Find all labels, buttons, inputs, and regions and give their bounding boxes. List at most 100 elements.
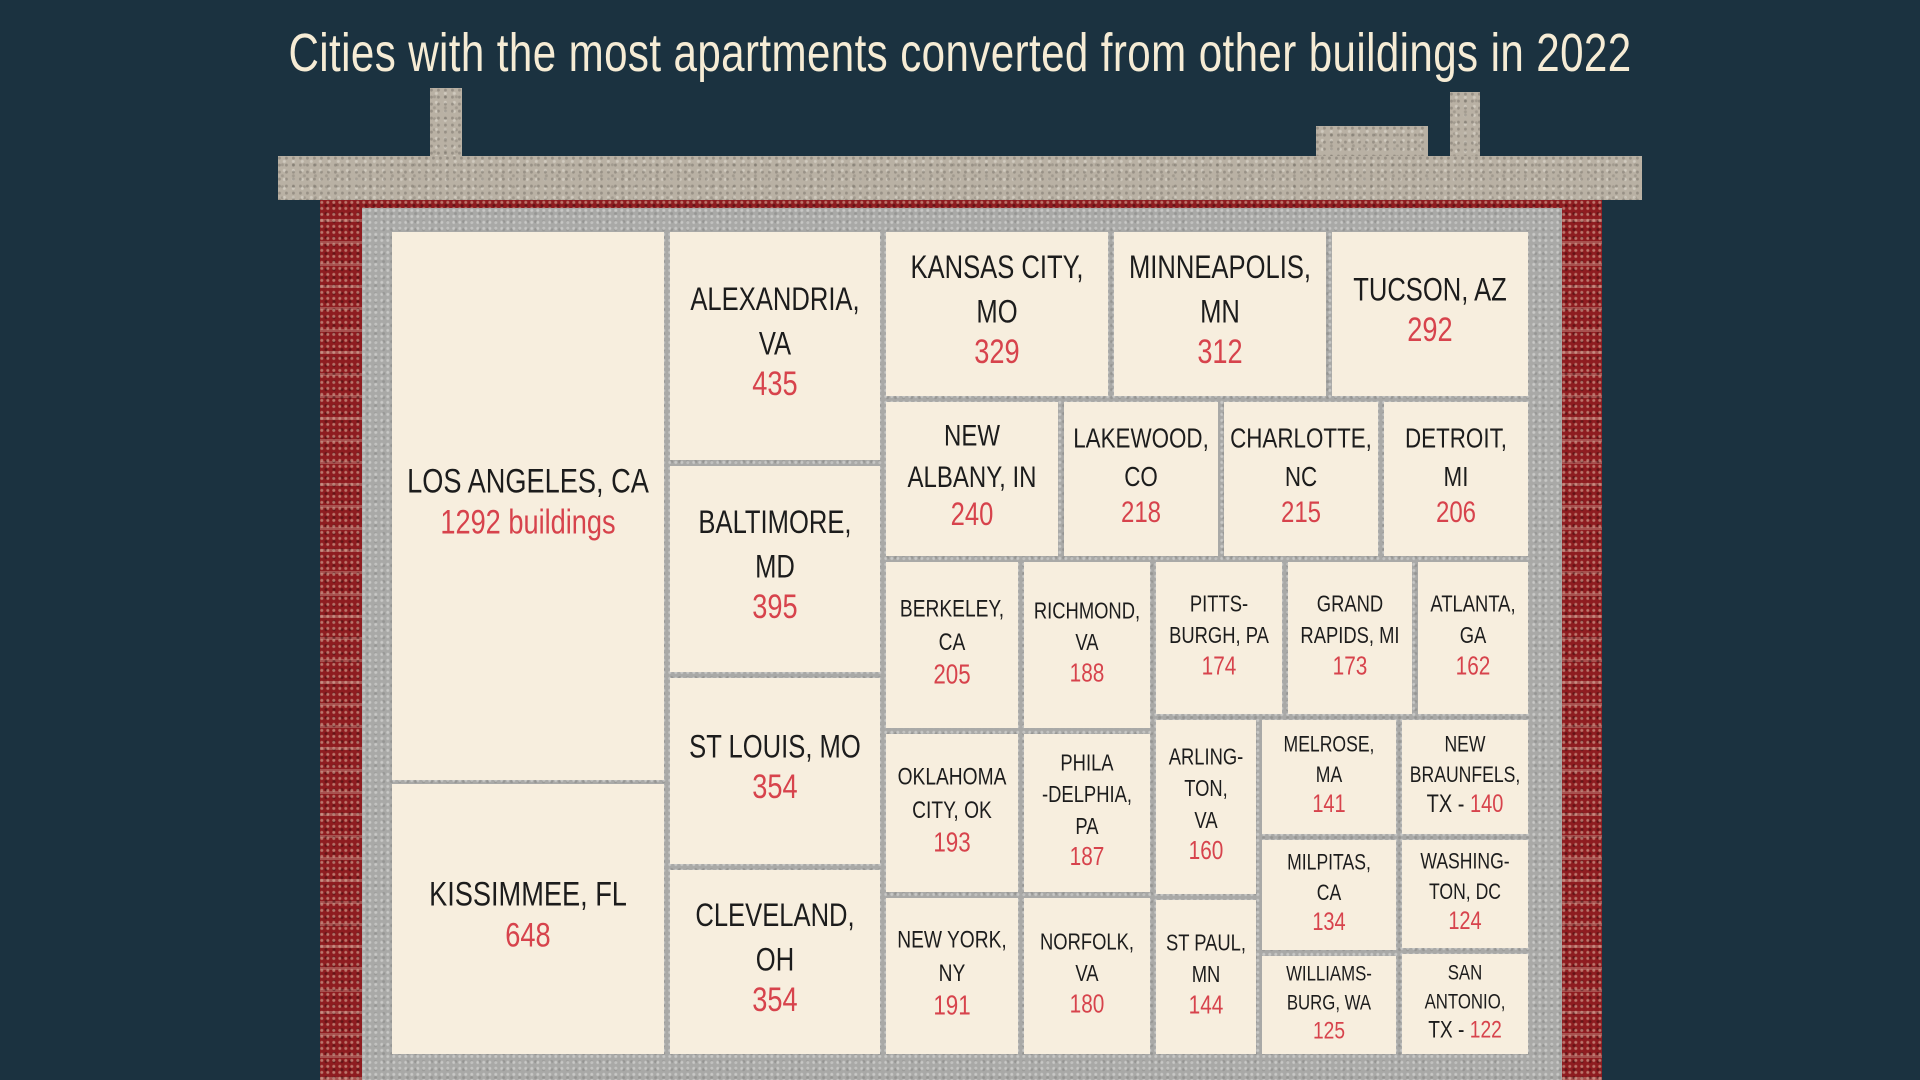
- treemap-rect: [886, 562, 1018, 728]
- cell-value-number: 180: [1070, 989, 1105, 1018]
- cell-label-line: CITY, OK: [912, 796, 992, 824]
- cell-value: 187: [1070, 842, 1105, 871]
- treemap-rect: [1024, 898, 1150, 1054]
- cell-value: 134: [1312, 908, 1345, 936]
- treemap-rect: [670, 678, 880, 864]
- cell-label-line: MD: [755, 550, 795, 585]
- cell-value-number: 134: [1312, 908, 1345, 936]
- cell-value-number: 215: [1281, 495, 1321, 529]
- treemap-rect: [1224, 402, 1378, 556]
- treemap-cell-berkeley-ca: BERKELEY, CA 205: [886, 562, 1018, 728]
- cell-label-line: BRAUNFELS,: [1410, 763, 1520, 787]
- cell-label-line: PHILA: [1060, 751, 1113, 776]
- cell-value-number: 140: [1470, 790, 1503, 818]
- treemap-cell-arlington-va: ARLING- TON, VA 160: [1156, 720, 1256, 894]
- cell-value-number: 354: [752, 767, 797, 806]
- treemap-cell-pittsburgh-pa: PITTS- BURGH, PA 174: [1156, 562, 1282, 714]
- cell-label-line: NY: [939, 959, 966, 987]
- treemap-rect: [1156, 562, 1282, 714]
- cell-label-line: OH: [756, 943, 794, 978]
- cell-value: 354: [752, 980, 797, 1019]
- cell-value: 191: [933, 990, 970, 1021]
- cell-label-line: WASHING-: [1420, 850, 1509, 874]
- cell-value: 124: [1448, 907, 1481, 935]
- cell-value-number: 125: [1313, 1016, 1345, 1044]
- cell-label-line: ST PAUL,: [1166, 930, 1246, 955]
- treemap-cell-norfolk-va: NORFOLK, VA 180: [1024, 898, 1150, 1054]
- cell-value-number: 174: [1202, 651, 1237, 680]
- cell-label-line: MN: [1192, 962, 1221, 987]
- cell-label-line: VA: [1075, 630, 1098, 655]
- chimney-right: [1450, 92, 1480, 164]
- cell-label-line: LOS ANGELES, CA: [407, 462, 649, 501]
- cell-label-line: MO: [976, 295, 1017, 330]
- cell-label-line: TUCSON, AZ: [1353, 273, 1507, 308]
- cell-value: 144: [1189, 990, 1224, 1019]
- cell-label-line: BURG, WA: [1287, 992, 1372, 1015]
- cell-value-number: 312: [1197, 332, 1242, 371]
- cell-label-line: DETROIT,: [1405, 423, 1507, 454]
- cell-label-line: MI: [1444, 462, 1469, 493]
- cell-value: 1292 buildings: [440, 503, 615, 542]
- cell-value: 205: [933, 659, 970, 690]
- cell-value-number: 218: [1121, 495, 1161, 529]
- cell-value-number: 1292 buildings: [440, 503, 615, 542]
- cell-value: 125: [1313, 1016, 1345, 1044]
- cell-label-line: NORFOLK,: [1040, 929, 1134, 954]
- cell-label-line: ALEXANDRIA,: [690, 283, 859, 318]
- cell-value: 292: [1407, 310, 1452, 349]
- treemap-rect: [1024, 734, 1150, 892]
- treemap-rect: [1262, 720, 1396, 834]
- cell-value: 160: [1189, 836, 1224, 865]
- cell-label-line: WILLIAMS-: [1286, 963, 1372, 986]
- cell-value-number: 648: [505, 916, 550, 955]
- treemap-rect: [1262, 840, 1396, 950]
- treemap-cell-melrose-ma: MELROSE, MA 141: [1262, 720, 1396, 834]
- cell-value: 188: [1070, 658, 1105, 687]
- cell-value-number: 144: [1189, 990, 1224, 1019]
- cell-value: 312: [1197, 332, 1242, 371]
- treemap-rect: [886, 232, 1108, 396]
- cell-label-line: -DELPHIA,: [1042, 782, 1132, 807]
- cell-label-line: CA: [939, 628, 966, 656]
- cell-label-line: MN: [1200, 295, 1240, 330]
- cell-label-line: KANSAS CITY,: [910, 251, 1083, 286]
- cell-value: 141: [1312, 790, 1345, 818]
- treemap-rect: [1402, 720, 1528, 834]
- treemap-cell-atlanta-ga: ATLANTA, GA 162: [1418, 562, 1528, 714]
- cell-label-line: PITTS-: [1190, 591, 1248, 616]
- roof-ledge: [278, 156, 1642, 200]
- treemap-cell-grand-rapids-mi: GRAND RAPIDS, MI 173: [1288, 562, 1412, 714]
- cell-label-line: CLEVELAND,: [695, 899, 854, 934]
- cell-value: 193: [933, 827, 970, 858]
- cell-label-line: MINNEAPOLIS,: [1129, 251, 1311, 286]
- treemap-rect: [1332, 232, 1528, 396]
- treemap-cell-new-braunfels-tx: NEW BRAUNFELS, TX - 140: [1402, 720, 1528, 834]
- cell-label-line: NC: [1285, 462, 1317, 493]
- cell-value: 648: [505, 916, 550, 955]
- cell-label-line: BERKELEY,: [900, 595, 1004, 623]
- treemap-rect: [1384, 402, 1528, 556]
- cell-value: 162: [1456, 651, 1491, 680]
- cell-label-line: RICHMOND,: [1034, 598, 1140, 623]
- treemap-rect: [392, 784, 664, 1054]
- cell-label-line: VA: [759, 327, 792, 362]
- cell-value-number: 124: [1448, 907, 1481, 935]
- cell-label-line: KISSIMMEE, FL: [429, 875, 627, 914]
- cell-value-number: 160: [1189, 836, 1224, 865]
- cell-label-line: ALBANY, IN: [908, 459, 1037, 493]
- cell-value: 206: [1436, 495, 1476, 529]
- treemap-rect: [886, 898, 1018, 1054]
- cell-value-prefix: TX -: [1427, 790, 1470, 818]
- cell-value-number: 162: [1456, 651, 1491, 680]
- cell-value-number: 354: [752, 980, 797, 1019]
- cell-value: 174: [1202, 651, 1237, 680]
- cell-label-line: CA: [1317, 881, 1342, 905]
- treemap-rect: [1288, 562, 1412, 714]
- cell-label-line: ANTONIO,: [1425, 991, 1506, 1014]
- cell-label-line: SAN: [1448, 962, 1483, 985]
- cell-label-line: PA: [1075, 814, 1098, 839]
